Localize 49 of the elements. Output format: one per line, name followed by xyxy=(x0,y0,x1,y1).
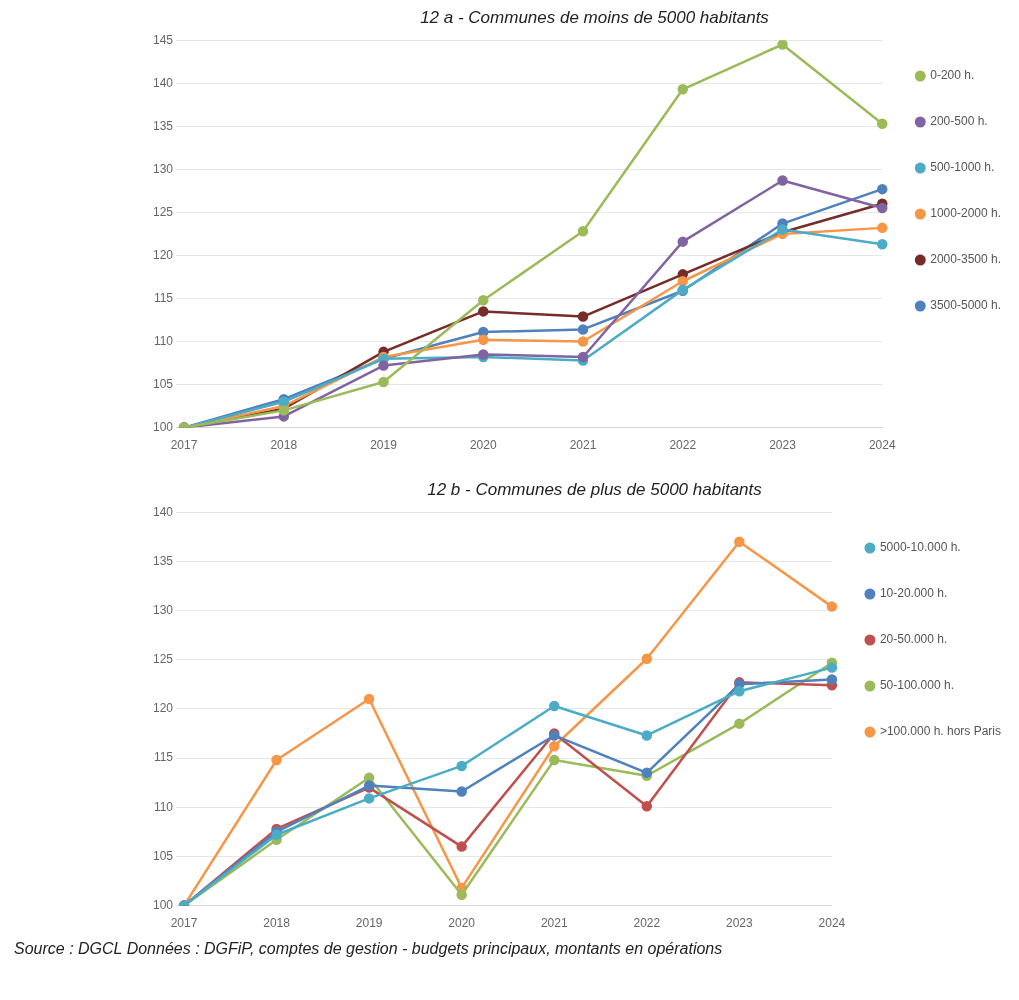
legend-label: 500-1000 h. xyxy=(930,160,995,175)
y-tick-label: 125 xyxy=(152,652,174,667)
y-tick-label: 115 xyxy=(153,290,174,305)
x-tick-label: 2020 xyxy=(469,438,497,453)
y-tick-label: 100 xyxy=(152,419,174,434)
x-tick-label: 2019 xyxy=(370,438,398,453)
x-tick-label: 2018 xyxy=(270,438,298,453)
y-tick-label: 120 xyxy=(152,247,174,262)
x-tick-label: 2023 xyxy=(726,916,754,931)
x-tick-label: 2018 xyxy=(263,916,291,931)
legend-label: >100.000 h. hors Paris xyxy=(879,724,1001,739)
y-tick-label: 120 xyxy=(152,701,174,716)
legend-label: 5000-10.000 h. xyxy=(879,540,961,555)
x-tick-label: 2022 xyxy=(633,916,661,931)
legend-label: 0-200 h. xyxy=(930,68,975,83)
legend-label: 200-500 h. xyxy=(930,114,988,129)
x-tick-label: 2017 xyxy=(170,438,198,453)
y-tick-label: 140 xyxy=(152,504,174,519)
y-tick-label: 105 xyxy=(152,848,174,863)
y-tick-label: 125 xyxy=(152,204,174,219)
legend-label: 50-100.000 h. xyxy=(879,678,954,693)
y-tick-label: 130 xyxy=(152,161,174,176)
legend-label: 2000-3500 h. xyxy=(930,252,1002,267)
chart-title: 12 b - Communes de plus de 5000 habitants xyxy=(426,479,763,501)
y-tick-label: 135 xyxy=(152,118,174,133)
y-tick-label: 100 xyxy=(152,897,174,912)
legend-label: 10-20.000 h. xyxy=(879,586,948,601)
y-tick-label: 110 xyxy=(153,799,174,814)
y-tick-label: 135 xyxy=(152,553,174,568)
y-tick-label: 130 xyxy=(152,602,174,617)
chart-title: 12 a - Communes de moins de 5000 habitants xyxy=(419,7,770,29)
legend-label: 3500-5000 h. xyxy=(930,298,1002,313)
y-tick-label: 140 xyxy=(152,75,174,90)
x-tick-label: 2017 xyxy=(170,916,198,931)
y-tick-label: 115 xyxy=(153,750,174,765)
y-tick-label: 145 xyxy=(152,32,174,47)
y-tick-label: 110 xyxy=(153,333,174,348)
x-tick-label: 2020 xyxy=(448,916,476,931)
x-tick-label: 2024 xyxy=(818,916,846,931)
y-tick-label: 105 xyxy=(152,376,174,391)
x-tick-label: 2019 xyxy=(355,916,383,931)
x-tick-label: 2021 xyxy=(540,916,568,931)
x-tick-label: 2023 xyxy=(769,438,797,453)
x-tick-label: 2021 xyxy=(569,438,597,453)
source-note: Source : DGCL Données : DGFiP, comptes de gestion - budgets principaux, montants en opérations xyxy=(13,939,724,959)
legend-label: 1000-2000 h. xyxy=(930,206,1002,221)
legend-label: 20-50.000 h. xyxy=(879,632,948,647)
x-tick-label: 2022 xyxy=(669,438,697,453)
x-tick-label: 2024 xyxy=(868,438,896,453)
